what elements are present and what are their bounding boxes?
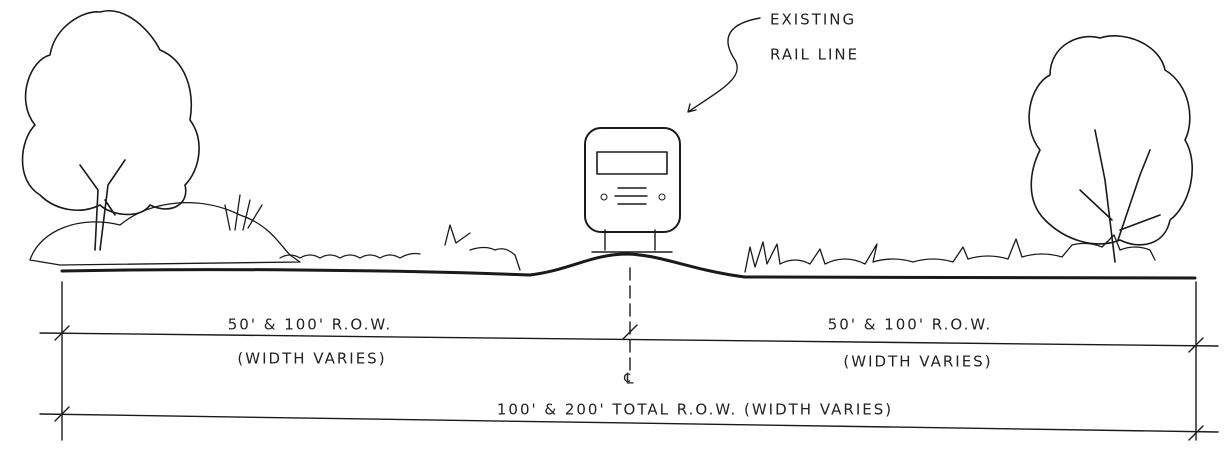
dimension-note: (WIDTH VARIES) [237, 350, 386, 368]
total-label: 100' & 200' TOTAL R.O.W. (WIDTH VARIES) [497, 401, 893, 419]
right-grass [744, 234, 1156, 273]
left-tree [21, 10, 301, 266]
right-tree [1028, 35, 1193, 263]
left-grass [279, 224, 521, 271]
dimension-label: 50' & 100' R.O.W. [828, 316, 992, 334]
dimension-label: 50' & 100' R.O.W. [228, 316, 392, 334]
leader-arrow [687, 17, 761, 113]
centerline-symbol: ℄ [623, 370, 636, 388]
annotation-line: EXISTING [770, 11, 856, 29]
dimension-lines [39, 267, 1219, 441]
rail-car [584, 127, 681, 253]
dimension-note: (WIDTH VARIES) [843, 353, 992, 371]
annotation-line: RAIL LINE [770, 46, 859, 64]
ground-line [60, 252, 1197, 280]
